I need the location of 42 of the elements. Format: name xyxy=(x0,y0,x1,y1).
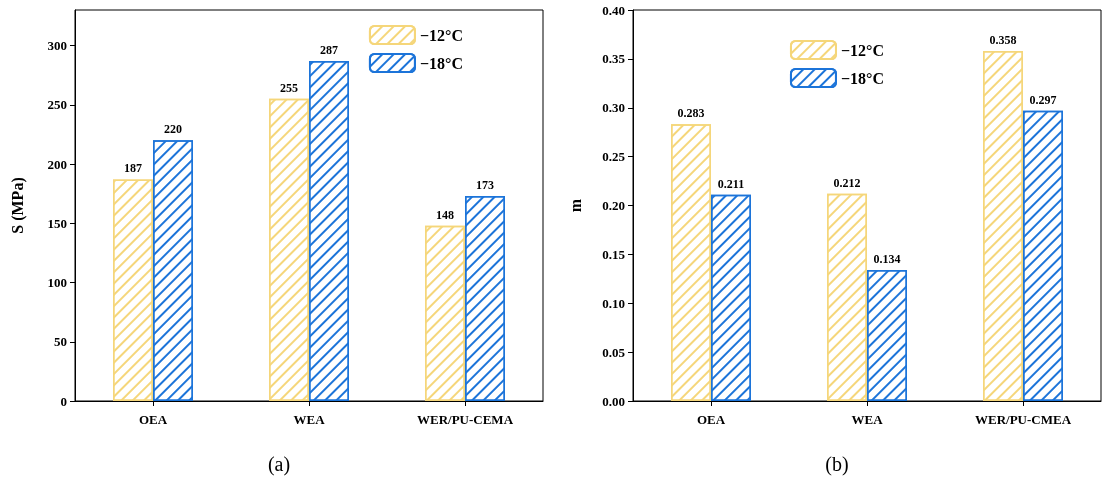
y-tick-label: 0.35 xyxy=(602,51,626,67)
y-tick-label: 50 xyxy=(54,334,67,350)
data-label: 173 xyxy=(476,178,494,193)
data-label: 0.134 xyxy=(873,252,901,267)
legend-label: −18°C xyxy=(840,69,885,87)
y-axis-title: m xyxy=(566,198,584,213)
y-tick-label: 0.05 xyxy=(602,344,626,360)
y-axis-title: S (MPa) xyxy=(8,177,27,234)
legend-label: −12°C xyxy=(419,26,464,44)
y-tick-label: 0.25 xyxy=(602,149,626,165)
x-tick-label: OEA xyxy=(138,412,168,427)
y-tick-label: 0.00 xyxy=(602,393,625,409)
text: (a) xyxy=(267,453,291,476)
y-tick-label: 250 xyxy=(47,97,67,113)
x-tick-label: WEA xyxy=(851,412,884,427)
x-tick-label: WEA xyxy=(293,412,326,427)
data-label: 255 xyxy=(280,80,298,95)
y-tick-label: 0.10 xyxy=(602,295,625,311)
y-tick-label: 0.40 xyxy=(602,2,625,18)
data-label: 287 xyxy=(320,42,338,57)
y-tick-label: 0.20 xyxy=(602,198,625,213)
y-tick-label: 100 xyxy=(47,275,67,291)
y-tick-label: 200 xyxy=(47,156,67,172)
x-tick-label: WER/PU-CEMA xyxy=(416,412,514,427)
data-label: 0.212 xyxy=(833,175,861,190)
data-label: 220 xyxy=(164,122,182,137)
data-label: 0.211 xyxy=(717,176,745,191)
x-tick-label: OEA xyxy=(696,412,726,427)
data-label: 148 xyxy=(436,207,454,222)
x-tick-label: WER/PU-CMEA xyxy=(974,412,1072,427)
data-label: 0.358 xyxy=(989,33,1017,48)
y-tick-label: 0.30 xyxy=(602,100,625,116)
data-label: 0.297 xyxy=(1029,92,1057,107)
y-tick-label: 0 xyxy=(60,393,67,409)
data-label: 0.283 xyxy=(677,106,705,121)
y-tick-label: 300 xyxy=(47,38,67,54)
data-label: 187 xyxy=(124,161,142,176)
y-tick-label: 0.15 xyxy=(602,246,626,262)
y-tick-label: 150 xyxy=(47,215,67,231)
legend-label: −18°C xyxy=(419,54,464,72)
legend-label: −12°C xyxy=(840,41,885,59)
text: (b) xyxy=(825,453,849,476)
